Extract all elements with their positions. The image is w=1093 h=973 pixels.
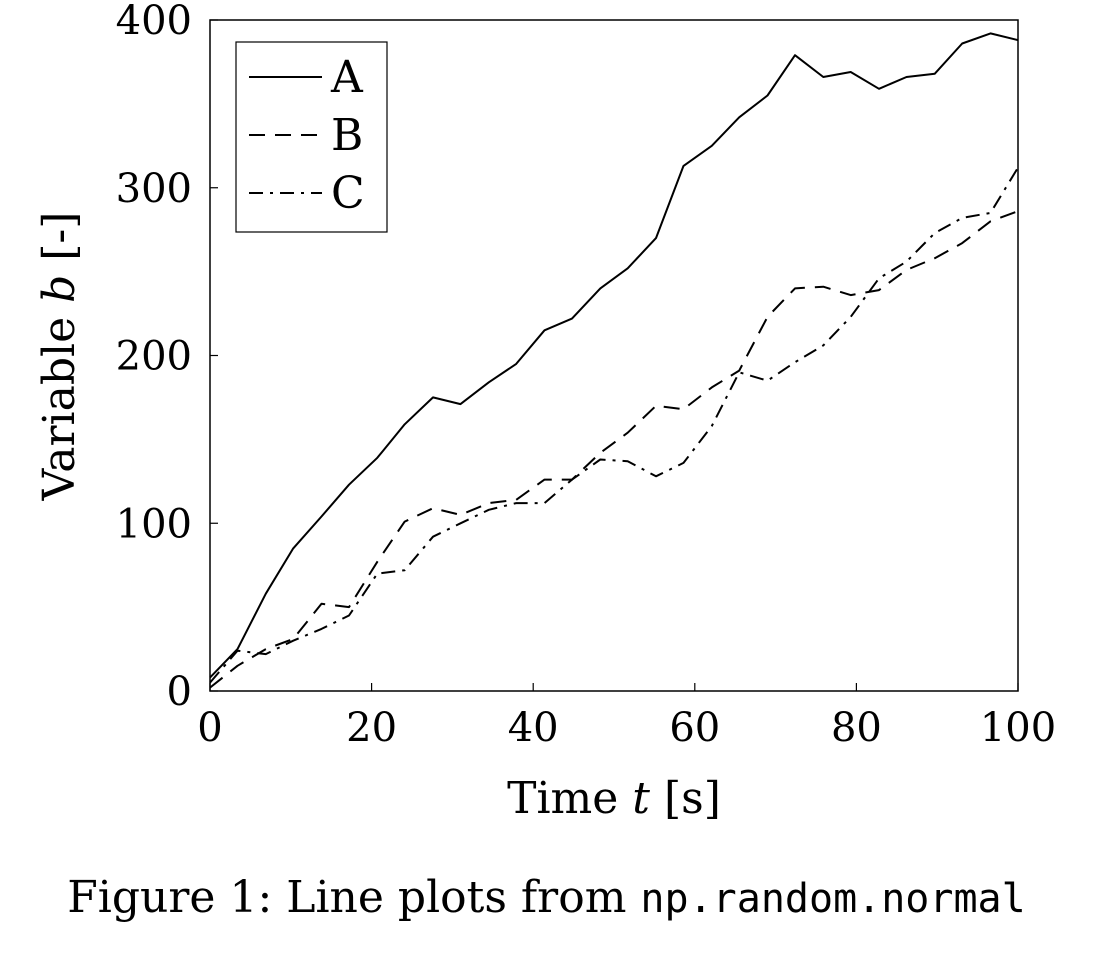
x-tick-label: 60 [669, 705, 720, 751]
legend: ABC [235, 41, 388, 233]
series-line-b [209, 210, 1019, 689]
legend-frame [235, 41, 388, 233]
x-axis-label: Time t [s] [507, 773, 721, 824]
y-tick-label: 400 [116, 0, 192, 44]
x-tick-label: 20 [346, 705, 397, 751]
legend-label-b: B [331, 110, 363, 161]
y-tick-label: 100 [116, 501, 192, 547]
x-tick-label: 0 [197, 705, 222, 751]
y-tick-label: 200 [116, 334, 192, 380]
y-tick-label: 300 [116, 166, 192, 212]
plot-lines [209, 32, 1019, 689]
y-tick-label: 0 [167, 669, 192, 715]
x-tick-label: 80 [831, 705, 882, 751]
legend-label-a: A [330, 52, 364, 103]
series-line-c [209, 167, 1019, 684]
x-axis-ticks: 0 20 40 60 80 100 [197, 683, 1056, 751]
figure-caption: Figure 1: Line plots from np.random.norm… [0, 872, 1093, 923]
caption-code: np.random.normal [640, 876, 1026, 922]
y-axis-ticks: 0 100 200 300 400 [116, 0, 218, 715]
y-axis-label: Variable b [-] [34, 212, 85, 502]
series-line-a [209, 32, 1019, 679]
caption-text: Figure 1: Line plots from [67, 872, 641, 923]
legend-label-c: C [331, 168, 365, 219]
x-tick-label: 40 [508, 705, 559, 751]
x-tick-label: 100 [980, 705, 1056, 751]
